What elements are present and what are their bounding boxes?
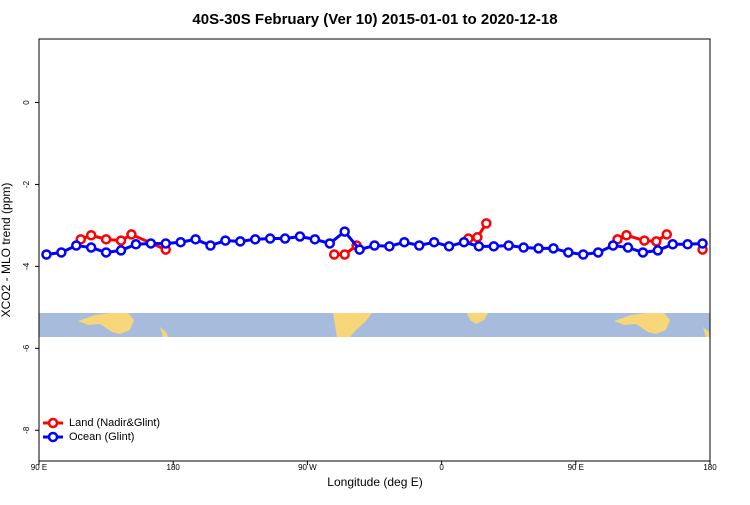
point xyxy=(175,236,186,248)
x-tick-label: 90 E xyxy=(568,463,584,472)
point xyxy=(115,235,127,246)
point xyxy=(100,234,112,245)
point xyxy=(130,239,142,250)
y-axis-label: XCO2 - MLO trend (ppm) xyxy=(0,183,13,318)
x-tick-label: 90 E xyxy=(31,463,47,472)
point xyxy=(220,235,231,246)
point xyxy=(71,240,82,251)
point xyxy=(473,241,485,252)
point xyxy=(621,230,632,241)
y-tick-label: -4 xyxy=(22,262,31,270)
point xyxy=(651,236,662,247)
x-tick-label: 90 W xyxy=(298,463,317,472)
y-tick-label: 0 xyxy=(22,100,31,105)
point xyxy=(443,241,455,252)
point xyxy=(458,236,470,248)
point xyxy=(126,229,137,240)
point xyxy=(533,243,544,254)
x-tick-label: 180 xyxy=(167,463,181,472)
point xyxy=(41,249,52,260)
plot-frame xyxy=(38,38,711,462)
point xyxy=(145,238,157,249)
point xyxy=(100,247,112,258)
point xyxy=(661,229,673,240)
x-tick-label: 0 xyxy=(439,463,444,472)
point xyxy=(369,240,380,251)
point xyxy=(249,234,261,245)
point xyxy=(160,238,171,249)
point xyxy=(481,218,492,229)
point xyxy=(563,247,574,258)
point xyxy=(339,249,350,260)
x-axis-label: Longitude (deg E) xyxy=(327,475,422,489)
point xyxy=(472,232,483,243)
legend-label: Ocean (Glint) xyxy=(69,431,134,443)
point xyxy=(115,245,127,256)
y-tick-label: -2 xyxy=(22,180,31,188)
legend-label: Land (Nadir&Glint) xyxy=(69,417,160,429)
point xyxy=(518,242,529,253)
point xyxy=(309,234,321,245)
y-tick-label: -6 xyxy=(22,344,31,352)
point xyxy=(413,240,425,251)
point xyxy=(652,245,664,256)
point xyxy=(592,247,604,258)
point xyxy=(85,242,97,253)
point xyxy=(85,230,97,241)
map-strip xyxy=(39,313,710,337)
point xyxy=(503,240,514,251)
point xyxy=(622,242,634,253)
point xyxy=(190,234,201,245)
y-tick-label: -8 xyxy=(22,426,31,434)
point xyxy=(637,247,649,258)
point xyxy=(56,247,67,258)
point xyxy=(578,249,589,260)
point xyxy=(667,239,678,250)
point xyxy=(354,244,365,255)
point xyxy=(328,249,340,260)
chart-title: 40S-30S February (Ver 10) 2015-01-01 to … xyxy=(192,11,557,28)
point xyxy=(324,238,336,249)
point xyxy=(235,236,246,247)
point xyxy=(384,241,395,252)
point xyxy=(697,238,708,249)
point xyxy=(488,241,500,252)
point xyxy=(682,239,693,250)
point xyxy=(294,231,306,242)
point xyxy=(428,236,440,248)
point xyxy=(607,240,619,251)
legend-marker xyxy=(47,417,59,429)
point xyxy=(399,236,410,248)
point xyxy=(205,240,216,251)
point xyxy=(548,243,559,254)
point xyxy=(264,233,276,244)
point xyxy=(639,235,650,246)
point xyxy=(339,226,350,237)
legend-marker xyxy=(47,431,59,443)
x-tick-label: 180 xyxy=(703,463,717,472)
point xyxy=(279,233,291,244)
